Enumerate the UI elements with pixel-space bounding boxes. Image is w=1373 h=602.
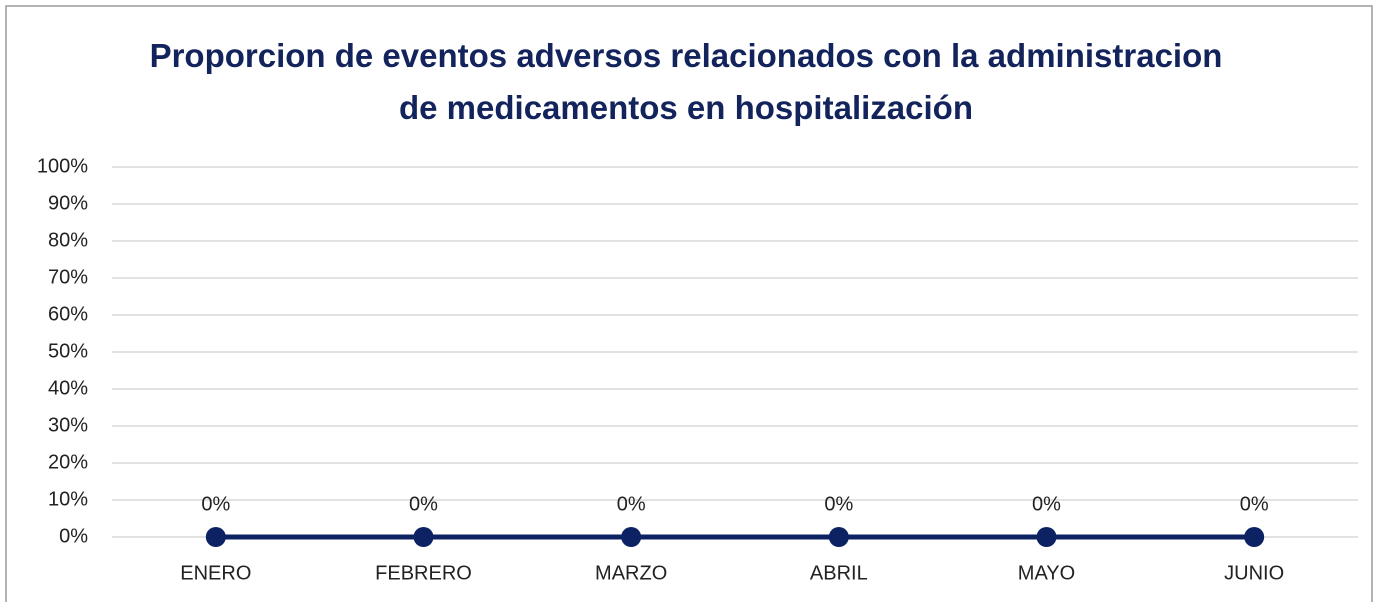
x-tick-label: FEBRERO [375,562,472,584]
data-label: 0% [617,493,646,515]
data-label: 0% [1032,493,1061,515]
marker [413,527,434,547]
x-tick-label: ENERO [180,562,251,584]
y-tick-label: 50% [48,340,88,362]
data-label: 0% [409,493,438,515]
x-tick-label: ABRIL [810,562,868,584]
marker [621,527,642,547]
marker [1244,527,1265,547]
data-label: 0% [1240,493,1269,515]
y-tick-label: 0% [59,525,88,547]
y-tick-label: 90% [48,192,88,214]
y-tick-label: 20% [48,451,88,473]
data-label: 0% [824,493,853,515]
y-tick-label: 60% [48,303,88,325]
chart-border [5,5,1373,602]
data-label: 0% [201,493,230,515]
y-tick-label: 30% [48,414,88,436]
y-tick-label: 40% [48,377,88,399]
y-tick-label: 100% [37,155,88,177]
marker [1036,527,1057,547]
y-tick-label: 10% [48,488,88,510]
x-tick-label: JUNIO [1224,562,1284,584]
y-tick-label: 80% [48,229,88,251]
y-tick-label: 70% [48,266,88,288]
marker [205,527,226,547]
chart-title: Proporcion de eventos adversos relaciona… [149,37,1223,126]
x-tick-label: MAYO [1018,562,1075,584]
x-tick-label: MARZO [595,562,667,584]
marker [828,527,849,547]
